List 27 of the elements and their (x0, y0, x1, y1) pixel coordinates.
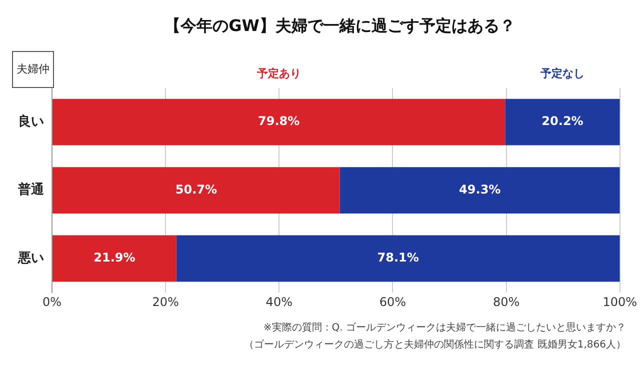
data-label: 78.1% (377, 250, 419, 265)
y-tick-label: 普通 (17, 182, 45, 198)
x-tick-label: 80% (492, 294, 520, 309)
data-label: 49.3% (459, 182, 501, 196)
data-label: 50.7% (175, 182, 218, 196)
data-label: 21.9% (94, 250, 136, 265)
x-tick-label: 20% (152, 294, 179, 309)
bar (52, 98, 506, 146)
series-label: 予定なし (539, 66, 584, 80)
bar (340, 167, 620, 214)
y-axis-title: 夫婦仲 (16, 62, 50, 76)
y-tick-label: 悪い (17, 250, 44, 266)
text: （ゴールデンウィークの過ごし方と夫婦仲の関係性に関する調査 既婚男女1,866人） (244, 338, 626, 351)
x-tick-label: 100% (602, 294, 638, 309)
bar (176, 235, 620, 282)
x-tick-label: 0% (42, 294, 62, 309)
series-label: 予定あり (256, 66, 301, 80)
bar (52, 167, 340, 214)
data-label: 79.8% (258, 114, 300, 128)
x-tick-label: 40% (266, 294, 292, 309)
text: ※実際の質問：Q. ゴールデンウィークは夫婦で一緒に過ごしたいと思いますか？ (263, 322, 626, 334)
y-tick-label: 良い (18, 113, 44, 130)
bar (505, 98, 620, 146)
x-tick-label: 60% (379, 294, 406, 309)
chart-title: 【今年のGW】夫婦で一緒に過ごす予定はある？ (164, 16, 516, 36)
bar (52, 235, 176, 282)
data-label: 20.2% (542, 114, 584, 128)
